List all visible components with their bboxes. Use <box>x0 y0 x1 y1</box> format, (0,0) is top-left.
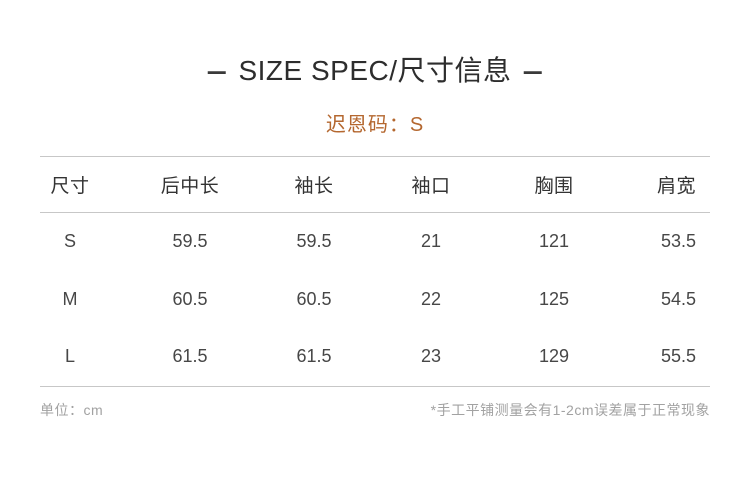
title-right-dash: – <box>522 55 544 86</box>
cuff-cell: 21 <box>420 231 442 252</box>
table-row-l: L 61.5 61.5 23 129 55.5 <box>40 328 710 386</box>
size-spec-table: 尺寸 后中长 袖长 袖口 胸围 肩宽 S 59.5 59.5 21 121 53… <box>40 156 710 387</box>
shoulder-cell: 54.5 <box>660 288 696 309</box>
page-title: – SIZE SPEC/尺寸信息 – <box>0 54 750 88</box>
column-header-size: 尺寸 <box>50 176 90 197</box>
sleeve-length-cell: 60.5 <box>296 288 332 309</box>
column-header-bust: 胸围 <box>534 176 574 197</box>
sleeve-length-cell: 61.5 <box>296 346 332 367</box>
shoulder-cell: 53.5 <box>660 231 696 252</box>
shoulder-cell: 55.5 <box>660 346 696 367</box>
bust-cell: 129 <box>538 346 570 367</box>
back-length-cell: 60.5 <box>172 288 208 309</box>
table-row-m: M 60.5 60.5 22 125 54.5 <box>40 271 710 329</box>
table-header-row: 尺寸 后中长 袖长 袖口 胸围 肩宽 <box>40 157 710 213</box>
table-footer: 单位：cm *手工平铺测量会有1-2cm误差属于正常现象 <box>40 387 710 420</box>
cuff-cell: 22 <box>420 288 442 309</box>
sleeve-length-cell: 59.5 <box>296 231 332 252</box>
bust-cell: 125 <box>538 288 570 309</box>
back-length-cell: 59.5 <box>172 231 208 252</box>
column-header-sleeve-length: 袖长 <box>294 176 334 197</box>
cuff-cell: 23 <box>420 346 442 367</box>
column-header-shoulder: 肩宽 <box>656 176 696 197</box>
measurement-note: *手工平铺测量会有1-2cm误差属于正常现象 <box>430 401 710 418</box>
size-code-value: S <box>409 114 425 136</box>
size-cell: S <box>63 231 76 252</box>
size-code-line: 迟恩码：S <box>0 112 750 138</box>
page-title-text: SIZE SPEC/尺寸信息 <box>238 55 512 86</box>
table-row-s: S 59.5 59.5 21 121 53.5 <box>40 213 710 271</box>
size-cell: L <box>64 346 75 367</box>
bust-cell: 121 <box>538 231 570 252</box>
column-header-back-length: 后中长 <box>160 176 220 197</box>
unit-label: 单位：cm <box>40 401 104 418</box>
size-cell: M <box>62 288 78 309</box>
column-header-cuff: 袖口 <box>411 176 451 197</box>
size-code-label: 迟恩码： <box>325 114 410 136</box>
title-left-dash: – <box>206 55 228 86</box>
back-length-cell: 61.5 <box>172 346 208 367</box>
